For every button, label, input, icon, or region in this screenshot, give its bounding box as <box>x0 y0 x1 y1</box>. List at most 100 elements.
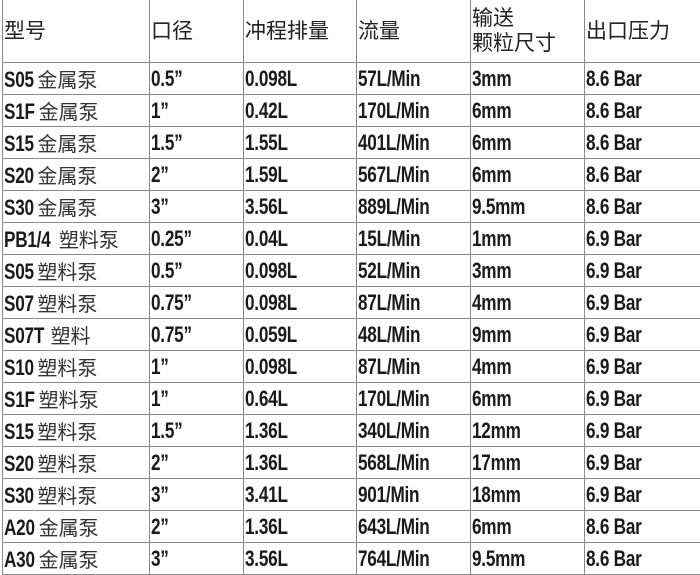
cell-stroke: 0.42L <box>244 95 357 127</box>
cell-stroke: 0.098L <box>244 63 357 95</box>
stroke-value: 1.59L <box>245 162 288 188</box>
cell-stroke: 0.098L <box>244 287 357 319</box>
cell-stroke: 0.098L <box>244 351 357 383</box>
size-value: 1.5” <box>151 418 183 444</box>
header-row: 型号 口径 冲程排量 流量 输送 颗粒尺寸 出口压力 <box>3 0 700 63</box>
cell-size: 0.5” <box>150 255 244 287</box>
cell-flow: 15L/Min <box>357 223 471 255</box>
particle-value: 3mm <box>472 66 511 92</box>
model-code: S1F <box>4 99 35 125</box>
pressure-value: 6.9 Bar <box>586 386 642 412</box>
cell-size: 1” <box>150 95 244 127</box>
cell-stroke: 1.36L <box>244 447 357 479</box>
cell-pressure: 6.9 Bar <box>585 223 700 255</box>
model-code: A30 <box>4 547 35 573</box>
flow-value: 15L/Min <box>358 226 420 252</box>
size-value: 3” <box>151 194 169 220</box>
cell-flow: 567L/Min <box>357 159 471 191</box>
pressure-value: 6.9 Bar <box>586 322 642 348</box>
pressure-value: 6.9 Bar <box>586 258 642 284</box>
cell-particle: 18mm <box>471 479 585 511</box>
cell-size: 0.25” <box>150 223 244 255</box>
flow-value: 87L/Min <box>358 290 420 316</box>
flow-value: 643L/Min <box>358 514 430 540</box>
cell-particle: 6mm <box>471 127 585 159</box>
model-type: 塑料泵 <box>37 454 97 476</box>
cell-size: 1” <box>150 351 244 383</box>
model-type: 塑料泵 <box>39 390 99 412</box>
header-stroke: 冲程排量 <box>244 0 357 63</box>
stroke-value: 0.098L <box>245 354 297 380</box>
flow-value: 889L/Min <box>358 194 430 220</box>
cell-stroke: 1.36L <box>244 511 357 543</box>
cell-size: 2” <box>150 511 244 543</box>
stroke-value: 0.098L <box>245 66 297 92</box>
cell-pressure: 6.9 Bar <box>585 319 700 351</box>
cell-stroke: 3.56L <box>244 543 357 575</box>
model-code: S1F <box>4 387 35 413</box>
stroke-value: 3.41L <box>245 482 288 508</box>
model-type: 塑料泵 <box>37 294 97 316</box>
particle-value: 17mm <box>472 450 521 476</box>
pressure-value: 8.6 Bar <box>586 130 642 156</box>
pressure-value: 8.6 Bar <box>586 546 642 572</box>
flow-value: 764L/Min <box>358 546 430 572</box>
cell-flow: 401L/Min <box>357 127 471 159</box>
cell-particle: 4mm <box>471 351 585 383</box>
particle-value: 18mm <box>472 482 521 508</box>
flow-value: 401L/Min <box>358 130 430 156</box>
stroke-value: 1.55L <box>245 130 288 156</box>
cell-flow: 901/Min <box>357 479 471 511</box>
cell-pressure: 6.9 Bar <box>585 287 700 319</box>
model-type: 塑料泵 <box>37 358 97 380</box>
model-code: S15 <box>4 131 34 157</box>
cell-pressure: 6.9 Bar <box>585 351 700 383</box>
cell-particle: 12mm <box>471 415 585 447</box>
model-type: 金属泵 <box>37 166 97 188</box>
particle-value: 9mm <box>472 322 511 348</box>
cell-particle: 1mm <box>471 223 585 255</box>
flow-value: 57L/Min <box>358 66 420 92</box>
size-value: 1” <box>151 386 169 412</box>
model-code: S30 <box>4 195 34 221</box>
flow-value: 170L/Min <box>358 98 430 124</box>
header-size: 口径 <box>150 0 244 63</box>
cell-flow: 889L/Min <box>357 191 471 223</box>
model-type: 金属泵 <box>39 550 99 572</box>
particle-value: 6mm <box>472 98 511 124</box>
size-value: 0.25” <box>151 226 192 252</box>
flow-value: 340L/Min <box>358 418 430 444</box>
cell-particle: 17mm <box>471 447 585 479</box>
header-particle: 输送 颗粒尺寸 <box>471 0 585 63</box>
size-value: 3” <box>151 482 169 508</box>
size-value: 1.5” <box>151 130 183 156</box>
particle-value: 9.5mm <box>472 546 525 572</box>
cell-stroke: 3.41L <box>244 479 357 511</box>
cell-flow: 87L/Min <box>357 287 471 319</box>
cell-size: 1.5” <box>150 127 244 159</box>
pressure-value: 6.9 Bar <box>586 226 642 252</box>
model-type: 塑料泵 <box>59 230 119 252</box>
cell-particle: 9.5mm <box>471 543 585 575</box>
model-type: 金属泵 <box>37 70 97 92</box>
header-particle-line1: 输送 <box>472 6 584 31</box>
model-type: 塑料 <box>51 326 91 348</box>
cell-particle: 3mm <box>471 255 585 287</box>
model-code: S10 <box>4 355 34 381</box>
model-code: S30 <box>4 483 34 509</box>
model-code: S05 <box>4 259 34 285</box>
cell-pressure: 8.6 Bar <box>585 159 700 191</box>
model-type: 金属泵 <box>39 518 99 540</box>
